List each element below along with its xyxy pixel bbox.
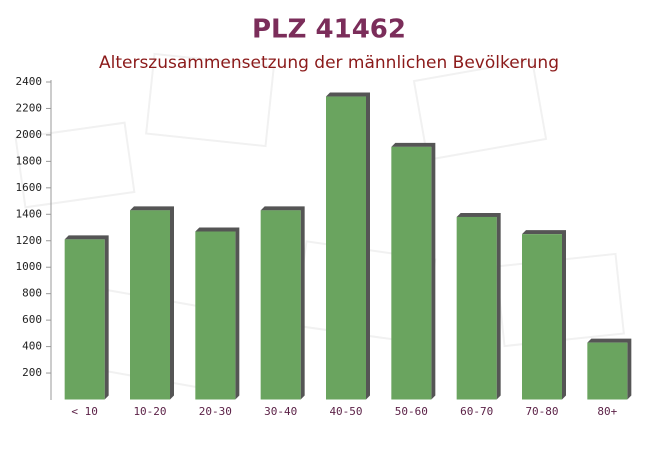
x-tick-label: 60-70 bbox=[460, 405, 493, 418]
bar bbox=[195, 231, 236, 400]
x-tick-label: 50-60 bbox=[395, 405, 428, 418]
y-tick-label: 400 bbox=[22, 340, 42, 353]
y-tick-label: 1400 bbox=[16, 207, 43, 220]
bar bbox=[130, 210, 170, 400]
chart-title: PLZ 41462 bbox=[252, 15, 406, 45]
x-tick-label: 10-20 bbox=[133, 405, 166, 418]
bar bbox=[260, 210, 301, 400]
bar bbox=[522, 234, 562, 400]
bar bbox=[64, 239, 105, 400]
y-tick-label: 200 bbox=[22, 366, 42, 379]
bar bbox=[326, 96, 366, 400]
x-tick-label: 20-30 bbox=[199, 405, 232, 418]
x-tick-label: 30-40 bbox=[264, 405, 297, 418]
y-tick-label: 1600 bbox=[16, 181, 43, 194]
y-tick-label: 2400 bbox=[16, 75, 43, 88]
x-tick-label: 40-50 bbox=[329, 405, 362, 418]
bar bbox=[391, 146, 432, 400]
y-tick-label: 1200 bbox=[16, 234, 43, 247]
x-tick-label: 70-80 bbox=[525, 405, 558, 418]
y-tick-label: 800 bbox=[22, 287, 42, 300]
y-tick-label: 2000 bbox=[16, 128, 43, 141]
bar bbox=[456, 216, 497, 400]
y-tick-label: 600 bbox=[22, 313, 42, 326]
chart-subtitle: Alterszusammensetzung der männlichen Bev… bbox=[99, 53, 559, 73]
y-tick-label: 1000 bbox=[16, 260, 43, 273]
x-tick-label: 80+ bbox=[597, 405, 617, 418]
x-tick-label: < 10 bbox=[71, 405, 98, 418]
y-tick-label: 2200 bbox=[16, 101, 43, 114]
bar bbox=[587, 342, 628, 400]
y-tick-label: 1800 bbox=[16, 154, 43, 167]
